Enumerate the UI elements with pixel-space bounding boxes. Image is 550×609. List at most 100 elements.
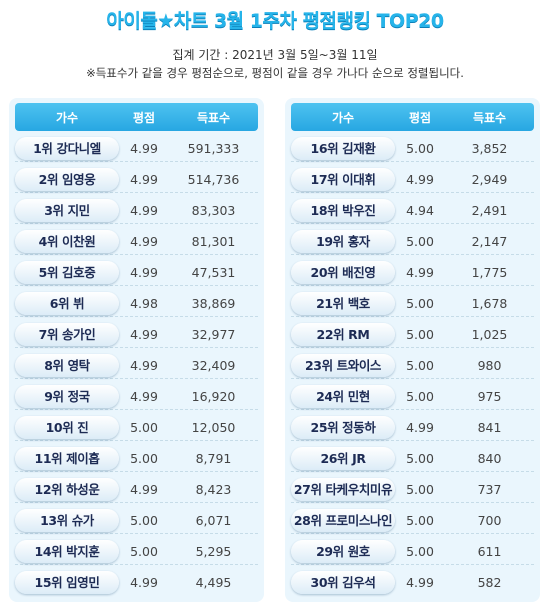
table-row: 27위 타케우치미유 5.00 737 <box>291 475 534 503</box>
table-row: 14위 박지훈 5.00 5,295 <box>15 537 258 565</box>
table-row: 5위 김호중 4.99 47,531 <box>15 258 258 286</box>
table-row: 16위 김재환 5.00 3,852 <box>291 134 534 162</box>
score-cell: 4.99 <box>130 265 158 280</box>
table-header: 가수 평점 득표수 <box>291 103 534 131</box>
votes-cell: 582 <box>477 575 502 590</box>
score-cell: 5.00 <box>406 451 434 466</box>
table-row: 7위 송가인 4.99 32,977 <box>15 320 258 348</box>
table-row: 17위 이대휘 4.99 2,949 <box>291 165 534 193</box>
singer-rank-label: 5위 김호중 <box>15 261 119 284</box>
score-cell: 5.00 <box>130 451 158 466</box>
singer-rank-label: 30위 김우석 <box>291 571 395 594</box>
score-cell: 4.99 <box>130 172 158 187</box>
score-cell: 4.99 <box>406 265 434 280</box>
votes-cell: 8,791 <box>195 451 232 466</box>
score-cell: 4.99 <box>130 327 158 342</box>
votes-cell: 514,736 <box>187 172 240 187</box>
table-row: 30위 김우석 4.99 582 <box>291 568 534 596</box>
singer-rank-label: 25위 정동하 <box>291 416 395 439</box>
sort-note: ※득표수가 같을 경우 평점순으로, 평점이 같을 경우 가나다 순으로 정렬됩… <box>86 66 464 80</box>
votes-cell: 1,678 <box>471 296 508 311</box>
table-row: 24위 민현 5.00 975 <box>291 382 534 410</box>
column-header-votes: 득표수 <box>196 111 231 125</box>
singer-rank-label: 18위 박우진 <box>291 199 395 222</box>
singer-rank-label: 6위 뷔 <box>15 292 119 315</box>
singer-rank-label: 15위 임영민 <box>15 571 119 594</box>
table-row: 12위 하성운 4.99 8,423 <box>15 475 258 503</box>
score-cell: 5.00 <box>406 296 434 311</box>
singer-rank-label: 4위 이찬원 <box>15 230 119 253</box>
score-cell: 5.00 <box>130 420 158 435</box>
table-body: 16위 김재환 5.00 3,852 17위 이대휘 4.99 2,949 18위 박우진 4… <box>285 134 540 602</box>
table-row: 6위 뷔 4.98 38,869 <box>15 289 258 317</box>
ranking-table-right: 가수 평점 득표수 16위 김재환 5.00 3,852 17위 이대휘 4.99 2,9… <box>285 98 540 602</box>
score-cell: 4.99 <box>130 358 158 373</box>
table-row: 3위 지민 4.99 83,303 <box>15 196 258 224</box>
table-row: 29위 원호 5.00 611 <box>291 537 534 565</box>
votes-cell: 980 <box>477 358 502 373</box>
score-cell: 4.99 <box>130 389 158 404</box>
score-cell: 4.99 <box>130 234 158 249</box>
singer-rank-label: 8위 영탁 <box>15 354 119 377</box>
table-row: 4위 이찬원 4.99 81,301 <box>15 227 258 255</box>
singer-rank-label: 28위 프로미스나인 <box>291 509 395 532</box>
score-cell: 5.00 <box>406 513 434 528</box>
votes-cell: 5,295 <box>195 544 232 559</box>
votes-cell: 3,852 <box>471 141 508 156</box>
singer-rank-label: 16위 김재환 <box>291 137 395 160</box>
singer-rank-label: 24위 민현 <box>291 385 395 408</box>
column-header-score: 평점 <box>408 111 432 125</box>
singer-rank-label: 7위 송가인 <box>15 323 119 346</box>
score-cell: 5.00 <box>406 234 434 249</box>
votes-cell: 975 <box>477 389 502 404</box>
singer-rank-label: 26위 JR <box>291 447 395 470</box>
votes-cell: 8,423 <box>195 482 232 497</box>
table-row: 10위 진 5.00 12,050 <box>15 413 258 441</box>
singer-rank-label: 22위 RM <box>291 323 395 346</box>
ranking-table-left: 가수 평점 득표수 1위 강다니엘 4.99 591,333 2위 임영웅 4.99 51… <box>9 98 264 602</box>
score-cell: 4.99 <box>406 575 434 590</box>
votes-cell: 4,495 <box>195 575 232 590</box>
table-row: 26위 JR 5.00 840 <box>291 444 534 472</box>
votes-cell: 38,869 <box>191 296 236 311</box>
page-title: 아이돌★차트 3월 1주차 평점랭킹 TOP20 <box>106 10 444 32</box>
table-row: 23위 트와이스 5.00 980 <box>291 351 534 379</box>
singer-rank-label: 14위 박지훈 <box>15 540 119 563</box>
singer-rank-label: 19위 홍자 <box>291 230 395 253</box>
score-cell: 5.00 <box>406 141 434 156</box>
score-cell: 4.99 <box>130 203 158 218</box>
votes-cell: 611 <box>477 544 502 559</box>
votes-cell: 83,303 <box>191 203 236 218</box>
singer-rank-label: 29위 원호 <box>291 540 395 563</box>
column-header-votes: 득표수 <box>472 111 507 125</box>
table-row: 2위 임영웅 4.99 514,736 <box>15 165 258 193</box>
score-cell: 5.00 <box>406 482 434 497</box>
table-header: 가수 평점 득표수 <box>15 103 258 131</box>
votes-cell: 16,920 <box>191 389 236 404</box>
table-row: 22위 RM 5.00 1,025 <box>291 320 534 348</box>
table-row: 15위 임영민 4.99 4,495 <box>15 568 258 596</box>
votes-cell: 591,333 <box>187 141 240 156</box>
votes-cell: 737 <box>477 482 502 497</box>
singer-rank-label: 10위 진 <box>15 416 119 439</box>
column-header-singer: 가수 <box>55 111 79 125</box>
column-header-singer: 가수 <box>331 111 355 125</box>
score-cell: 4.99 <box>130 141 158 156</box>
votes-cell: 700 <box>477 513 502 528</box>
votes-cell: 1,025 <box>471 327 508 342</box>
score-cell: 4.99 <box>130 482 158 497</box>
column-header-score: 평점 <box>132 111 156 125</box>
table-row: 1위 강다니엘 4.99 591,333 <box>15 134 258 162</box>
score-cell: 5.00 <box>130 513 158 528</box>
singer-rank-label: 17위 이대휘 <box>291 168 395 191</box>
score-cell: 4.99 <box>406 420 434 435</box>
singer-rank-label: 1위 강다니엘 <box>15 137 119 160</box>
votes-cell: 32,977 <box>191 327 236 342</box>
votes-cell: 12,050 <box>191 420 236 435</box>
table-row: 25위 정동하 4.99 841 <box>291 413 534 441</box>
singer-rank-label: 20위 배진영 <box>291 261 395 284</box>
table-row: 21위 백호 5.00 1,678 <box>291 289 534 317</box>
singer-rank-label: 13위 슈가 <box>15 509 119 532</box>
aggregation-period: 집계 기간 : 2021년 3월 5일~3월 11일 <box>172 48 378 62</box>
score-cell: 4.99 <box>406 172 434 187</box>
